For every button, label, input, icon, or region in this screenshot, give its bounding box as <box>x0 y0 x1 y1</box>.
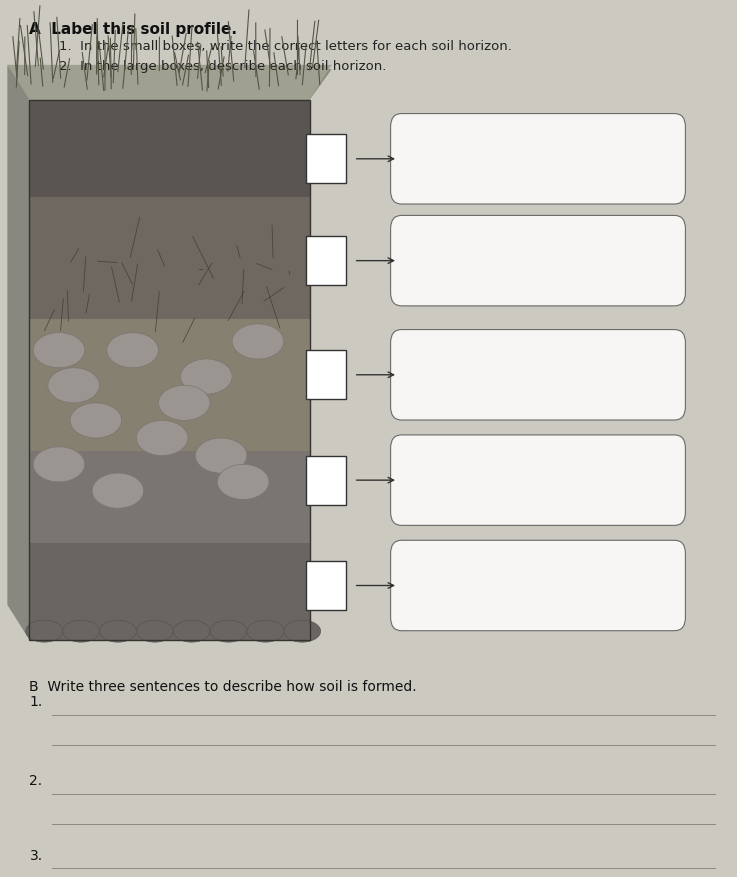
Polygon shape <box>29 320 310 452</box>
Ellipse shape <box>26 621 63 642</box>
Polygon shape <box>29 101 310 197</box>
Polygon shape <box>7 66 332 101</box>
Text: 1.  In the small boxes, write the correct letters for each soil horizon.: 1. In the small boxes, write the correct… <box>59 39 511 53</box>
FancyBboxPatch shape <box>306 135 346 184</box>
Ellipse shape <box>284 621 321 642</box>
Ellipse shape <box>99 621 136 642</box>
FancyBboxPatch shape <box>306 237 346 286</box>
FancyBboxPatch shape <box>306 456 346 505</box>
FancyBboxPatch shape <box>391 435 685 525</box>
Ellipse shape <box>136 421 188 456</box>
FancyBboxPatch shape <box>391 217 685 307</box>
Ellipse shape <box>33 447 85 482</box>
Ellipse shape <box>232 324 284 360</box>
Polygon shape <box>7 70 332 101</box>
Polygon shape <box>7 66 29 640</box>
Ellipse shape <box>136 621 173 642</box>
Ellipse shape <box>107 333 158 368</box>
Ellipse shape <box>210 621 247 642</box>
FancyBboxPatch shape <box>306 561 346 610</box>
Ellipse shape <box>70 403 122 438</box>
Polygon shape <box>29 452 310 544</box>
Ellipse shape <box>173 621 210 642</box>
FancyBboxPatch shape <box>391 540 685 631</box>
Text: 3.: 3. <box>29 848 43 862</box>
Ellipse shape <box>181 360 232 395</box>
Ellipse shape <box>217 465 269 500</box>
Ellipse shape <box>195 438 247 474</box>
Text: 2.: 2. <box>29 774 43 788</box>
Ellipse shape <box>158 386 210 421</box>
Ellipse shape <box>92 474 144 509</box>
Ellipse shape <box>33 333 85 368</box>
Text: 2.  In the large boxes, describe each soil horizon.: 2. In the large boxes, describe each soi… <box>59 60 386 73</box>
Polygon shape <box>29 197 310 320</box>
FancyBboxPatch shape <box>391 331 685 421</box>
Text: 1.: 1. <box>29 695 43 709</box>
FancyBboxPatch shape <box>391 115 685 205</box>
Ellipse shape <box>247 621 284 642</box>
Ellipse shape <box>48 368 99 403</box>
Polygon shape <box>29 544 310 640</box>
Text: A  Label this soil profile.: A Label this soil profile. <box>29 22 237 37</box>
Ellipse shape <box>63 621 99 642</box>
Text: B  Write three sentences to describe how soil is formed.: B Write three sentences to describe how … <box>29 680 417 694</box>
FancyBboxPatch shape <box>306 351 346 400</box>
